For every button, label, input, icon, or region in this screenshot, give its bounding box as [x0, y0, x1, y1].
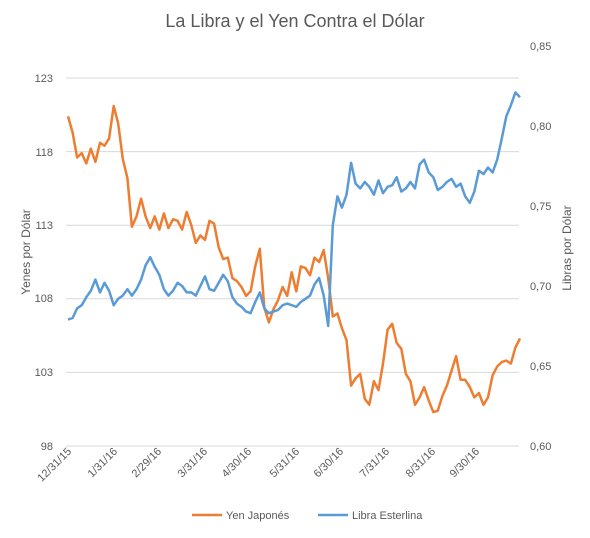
legend-label-yen: Yen Japonés [226, 510, 290, 522]
x-tick: 1/31/16 [86, 446, 120, 480]
series-line-yen [66, 104, 522, 414]
y-tick-right: 0,65 [530, 361, 551, 373]
x-tick: 6/30/16 [312, 446, 346, 480]
y-tick-left: 108 [35, 293, 53, 305]
x-axis: 12/31/15 1/31/16 2/29/16 3/31/16 4/30/16… [35, 446, 482, 485]
chart-title: La Libra y el Yen Contra el Dólar [165, 11, 424, 31]
x-tick: 5/31/16 [268, 446, 302, 480]
y-tick-left: 113 [35, 220, 53, 232]
y-tick-left: 123 [35, 73, 53, 85]
gridlines [66, 77, 519, 447]
x-tick: 2/29/16 [130, 446, 164, 480]
y-tick-right: 0,85 [530, 41, 551, 53]
y-tick-left: 103 [35, 367, 53, 379]
x-tick: 9/30/16 [448, 446, 482, 480]
y-axis-right: 0,60 0,65 0,70 0,75 0,80 0,85 [530, 41, 551, 453]
y-tick-right: 0,70 [530, 281, 551, 293]
y-tick-left: 98 [41, 441, 53, 453]
series-line-libra [67, 91, 521, 328]
y-tick-right: 0,60 [530, 441, 551, 453]
y-axis-left: 98 103 108 113 118 123 [35, 73, 53, 453]
y-axis-right-label: Libras por Dólar [560, 205, 574, 290]
x-tick: 4/30/16 [220, 446, 254, 480]
y-tick-right: 0,75 [530, 201, 551, 213]
x-tick: 3/31/16 [176, 446, 210, 480]
legend-label-libra: Libra Esterlina [352, 510, 423, 522]
y-tick-left: 118 [35, 147, 53, 159]
y-tick-right: 0,80 [530, 121, 551, 133]
x-tick: 7/31/16 [358, 446, 392, 480]
y-axis-left-label: Yenes por Dólar [19, 209, 33, 295]
series-layer [66, 91, 522, 414]
x-tick: 8/31/16 [404, 446, 438, 480]
legend: Yen Japonés Libra Esterlina [192, 510, 423, 522]
